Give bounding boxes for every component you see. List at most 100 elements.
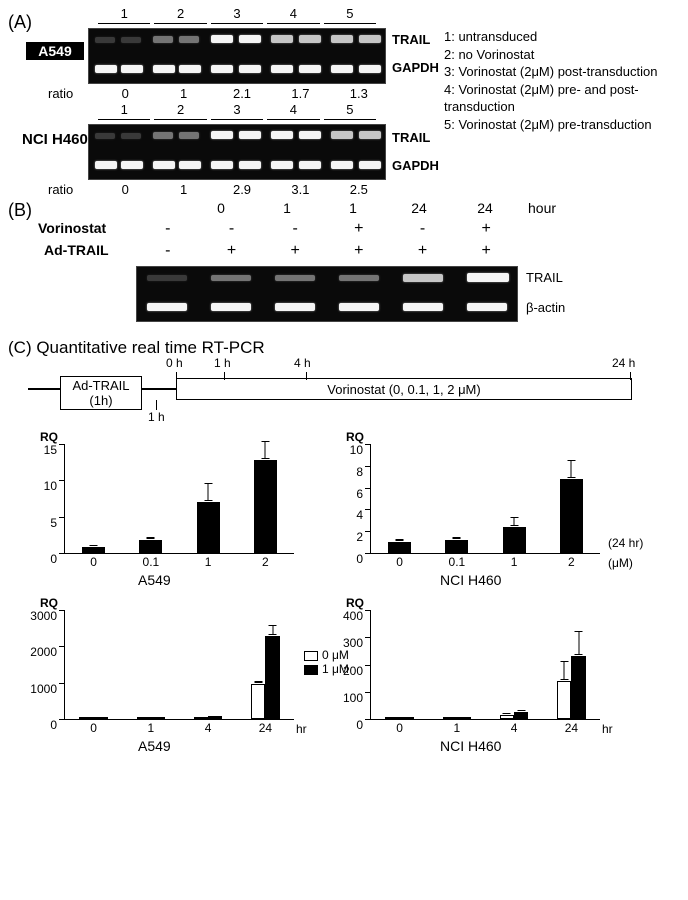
gel-a549	[88, 28, 386, 84]
pm: +	[454, 220, 518, 238]
pm: -	[263, 220, 327, 238]
ratio-val: 1	[154, 86, 212, 101]
pm: -	[136, 242, 200, 260]
hour-val: 1	[320, 200, 386, 216]
rq: RQ	[346, 596, 364, 610]
lane-num: 1	[96, 6, 152, 21]
ratio-val: 1.3	[330, 86, 388, 101]
lane-underlines2	[96, 118, 378, 120]
legend-1: 1 μM	[322, 662, 349, 676]
legend-swatch-white	[304, 651, 318, 661]
pm: -	[200, 220, 264, 238]
title: A549	[138, 572, 171, 588]
pm: +	[263, 242, 327, 260]
hour-val: 1	[254, 200, 320, 216]
pm: +	[327, 242, 391, 260]
ratio-val: 0	[96, 182, 154, 197]
chart-h460-dose: 024681000.112	[370, 444, 600, 554]
b-actin: β-actin	[526, 300, 565, 315]
hour-row: 0 1 1 24 24	[188, 200, 518, 216]
lane-numbers-a549: 1 2 3 4 5	[96, 6, 378, 21]
ratio-val: 2.5	[330, 182, 388, 197]
rq: RQ	[40, 430, 58, 444]
hr: hr	[296, 722, 307, 736]
lane-num: 3	[209, 102, 265, 117]
title: NCI H460	[440, 738, 501, 754]
title: NCI H460	[440, 572, 501, 588]
pm: +	[454, 242, 518, 260]
pm: +	[200, 242, 264, 260]
hour-label: hour	[528, 200, 556, 216]
ratio-val: 1.7	[271, 86, 329, 101]
pm: -	[136, 220, 200, 238]
panel-b-label: (B)	[8, 200, 32, 221]
legend-0: 0 μM	[322, 648, 349, 662]
hr: hr	[602, 722, 613, 736]
panel-a-legend: 1: untransduced 2: no Vorinostat 3: Vori…	[444, 28, 684, 133]
rq: RQ	[40, 596, 58, 610]
chart-a549-time: 010002000300001424	[64, 610, 294, 720]
panel-c-label: (C) Quantitative real time RT-PCR	[8, 338, 265, 357]
lane-num: 4	[265, 6, 321, 21]
legend-swatch-black	[304, 665, 318, 675]
rq: RQ	[346, 430, 364, 444]
timeline: Ad-TRAIL (1h) Vorinostat (0, 0.1, 1, 2 μ…	[28, 368, 648, 414]
gel-b	[136, 266, 518, 322]
hour-val: 24	[452, 200, 518, 216]
legend: 0 μM 1 μM	[304, 648, 349, 676]
lane-underlines	[96, 22, 378, 24]
pm: +	[327, 220, 391, 238]
ratio-val: 1	[154, 182, 212, 197]
pm: +	[391, 242, 455, 260]
dose-unit: (μM)	[608, 556, 633, 570]
title: A549	[138, 738, 171, 754]
row-label-gapdh: GAPDH	[392, 60, 439, 75]
panel-c: (C) Quantitative real time RT-PCR Ad-TRA…	[8, 338, 680, 358]
timeline-adtrail: Ad-TRAIL (1h)	[60, 376, 142, 410]
chart-a549-dose: 05101500.112	[64, 444, 294, 554]
legend-item: 3: Vorinostat (2μM) post-transduction	[444, 63, 684, 81]
mark: 0 h	[166, 356, 183, 370]
mark-1h: 1 h	[148, 410, 165, 424]
row-label-trail: TRAIL	[392, 32, 430, 47]
row-label-gapdh2: GAPDH	[392, 158, 439, 173]
lane-num: 5	[322, 102, 378, 117]
ratio-val: 2.9	[213, 182, 271, 197]
lane-num: 4	[265, 102, 321, 117]
ratio-val: 2.1	[213, 86, 271, 101]
pm: -	[391, 220, 455, 238]
legend-item: 2: no Vorinostat	[444, 46, 684, 64]
adtrail-vals: - + + + + +	[136, 242, 518, 260]
timeline-vorinostat: Vorinostat (0, 0.1, 1, 2 μM)	[176, 378, 632, 400]
lane-num: 3	[209, 6, 265, 21]
vor-vals: - - - + - +	[136, 220, 518, 238]
ratio-val: 0	[96, 86, 154, 101]
gel-h460	[88, 124, 386, 180]
panel-a-label: (A)	[8, 12, 32, 33]
mark: 24 h	[612, 356, 635, 370]
ratio-val: 3.1	[271, 182, 329, 197]
lane-num: 2	[152, 102, 208, 117]
lane-num: 2	[152, 6, 208, 21]
legend-item: 1: untransduced	[444, 28, 684, 46]
row-vorinostat: Vorinostat	[38, 220, 106, 236]
chart-h460-time: 010020030040001424	[370, 610, 600, 720]
extra-24hr: (24 hr)	[608, 536, 643, 550]
ratio-row-a549: ratio 0 1 2.1 1.7 1.3	[48, 86, 388, 101]
hour-val: 0	[188, 200, 254, 216]
lane-num: 5	[322, 6, 378, 21]
legend-item: 5: Vorinostat (2μM) pre-transduction	[444, 116, 684, 134]
ratio-label: ratio	[48, 182, 96, 197]
mark: 4 h	[294, 356, 311, 370]
legend-item: 4: Vorinostat (2μM) pre- and post-transd…	[444, 81, 684, 116]
lane-num: 1	[96, 102, 152, 117]
hour-val: 24	[386, 200, 452, 216]
ratio-row-h460: ratio 0 1 2.9 3.1 2.5	[48, 182, 388, 197]
row-label-trail2: TRAIL	[392, 130, 430, 145]
ratio-label: ratio	[48, 86, 96, 101]
row-adtrail: Ad-TRAIL	[44, 242, 109, 258]
mark: 1 h	[214, 356, 231, 370]
cellline-a549: A549	[26, 42, 84, 60]
b-trail: TRAIL	[526, 270, 563, 285]
lane-numbers-h460: 1 2 3 4 5	[96, 102, 378, 117]
